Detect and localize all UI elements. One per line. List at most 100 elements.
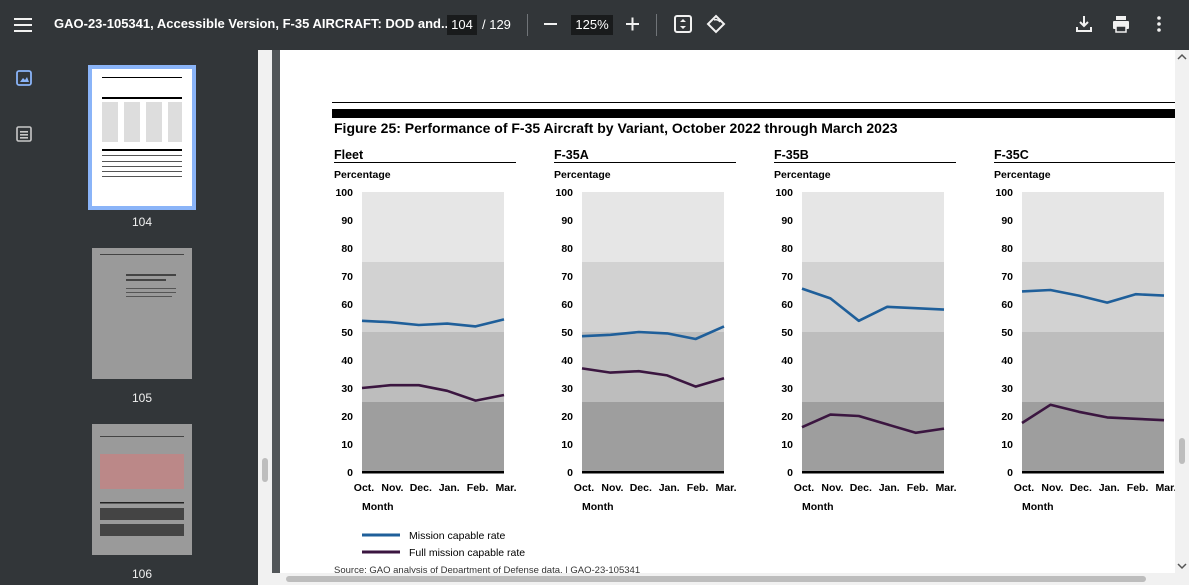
thumbnail-view-icon[interactable] — [14, 68, 34, 88]
outline-view-icon[interactable] — [14, 124, 34, 144]
x-tick-label: Dec. — [1070, 482, 1092, 494]
figure-charts: Fleet Percentage 0 10 20 30 40 50 60 70 80 90 100 Oct… — [334, 148, 1175, 559]
y-tick-label: 90 — [561, 215, 573, 227]
series-line-mission-capable — [581, 325, 725, 341]
thumbnail-label: 106 — [131, 567, 153, 581]
x-tick-label: Oct. — [1014, 482, 1035, 494]
y-tick-label: 90 — [1001, 215, 1013, 227]
zoom-level-input[interactable]: 125% — [571, 15, 613, 35]
page-thumbnail-106[interactable] — [92, 424, 192, 555]
y-tick-label: 40 — [1001, 355, 1013, 367]
y-tick-label: 10 — [781, 439, 793, 451]
rule-bar — [332, 109, 1175, 118]
download-icon[interactable] — [1073, 13, 1095, 35]
sidebar-scrollbar[interactable] — [258, 50, 272, 585]
series-line-full-mission-capable — [801, 413, 945, 435]
y-tick-label: 0 — [347, 467, 353, 479]
pdf-toolbar: GAO-23-105341, Accessible Version, F-35 … — [0, 0, 1189, 50]
x-tick-label: Mar. — [715, 482, 736, 494]
y-tick-label: 100 — [335, 187, 353, 199]
fit-to-page-icon[interactable] — [672, 13, 694, 35]
band-25-50 — [582, 332, 724, 402]
page-thumbnail-104[interactable] — [88, 65, 196, 210]
y-tick-label: 20 — [781, 411, 793, 423]
y-tick-label: 70 — [341, 271, 353, 283]
menu-icon[interactable] — [12, 14, 34, 36]
x-tick-label: Nov. — [381, 482, 403, 494]
legend-label-full: Full mission capable rate — [409, 547, 525, 559]
page-thumbnail-105[interactable] — [92, 248, 192, 379]
panel-title-rule — [554, 162, 736, 163]
y-tick-label: 80 — [1001, 243, 1013, 255]
toolbar-divider — [527, 14, 528, 36]
panel-title-rule — [774, 162, 956, 163]
panel-title: Fleet — [334, 148, 364, 162]
zoom-in-icon[interactable] — [623, 13, 643, 35]
x-tick-label: Mar. — [935, 482, 956, 494]
rule-line — [332, 102, 1175, 103]
x-axis-label: Month — [362, 501, 394, 513]
print-icon[interactable] — [1110, 13, 1132, 35]
y-tick-label: 20 — [341, 411, 353, 423]
toolbar-divider — [656, 14, 657, 36]
y-tick-label: 30 — [561, 383, 573, 395]
figure-source: Source: GAO analysis of Department of De… — [334, 565, 641, 573]
rotate-icon[interactable] — [705, 13, 727, 35]
y-tick-label: 30 — [781, 383, 793, 395]
x-tick-label: Oct. — [354, 482, 375, 494]
document-scrollbar[interactable] — [1175, 50, 1189, 573]
x-tick-label: Oct. — [574, 482, 595, 494]
page-total: / 129 — [482, 17, 511, 32]
x-tick-label: Feb. — [1127, 482, 1149, 494]
y-tick-label: 50 — [781, 327, 793, 339]
band-75-100 — [362, 192, 504, 262]
more-options-icon[interactable] — [1148, 13, 1170, 35]
x-axis-line — [582, 471, 724, 474]
x-tick-label: Mar. — [1155, 482, 1175, 494]
x-tick-label: Jan. — [659, 482, 680, 494]
y-tick-label: 60 — [781, 299, 793, 311]
y-tick-label: 90 — [341, 215, 353, 227]
series-line-mission-capable — [801, 287, 945, 323]
y-tick-label: 100 — [995, 187, 1013, 199]
band-0-25 — [802, 402, 944, 472]
y-tick-label: 80 — [341, 243, 353, 255]
thumbnail-label: 104 — [131, 215, 153, 229]
y-axis-label: Percentage — [774, 169, 831, 181]
band-0-25 — [362, 402, 504, 472]
x-tick-label: Dec. — [410, 482, 432, 494]
x-tick-label: Jan. — [879, 482, 900, 494]
panel-title: F-35A — [554, 148, 589, 162]
x-axis-label: Month — [802, 501, 834, 513]
x-tick-label: Nov. — [821, 482, 843, 494]
x-tick-label: Dec. — [850, 482, 872, 494]
scroll-down-icon[interactable] — [1175, 559, 1189, 573]
band-25-50 — [1022, 332, 1164, 402]
y-tick-label: 40 — [561, 355, 573, 367]
band-0-25 — [582, 402, 724, 472]
horizontal-scrollbar[interactable] — [272, 573, 1189, 585]
y-tick-label: 20 — [1001, 411, 1013, 423]
legend-label-mission: Mission capable rate — [409, 530, 505, 542]
x-tick-label: Oct. — [794, 482, 815, 494]
x-axis-line — [362, 471, 504, 474]
y-tick-label: 100 — [555, 187, 573, 199]
x-tick-label: Feb. — [687, 482, 709, 494]
y-tick-label: 60 — [561, 299, 573, 311]
band-50-75 — [362, 262, 504, 332]
y-tick-label: 20 — [561, 411, 573, 423]
band-75-100 — [1022, 192, 1164, 262]
panel-title-rule — [334, 162, 516, 163]
scroll-up-icon[interactable] — [1175, 50, 1189, 64]
y-tick-label: 40 — [341, 355, 353, 367]
panel-title: F-35B — [774, 148, 809, 162]
x-tick-label: Feb. — [467, 482, 489, 494]
y-tick-label: 70 — [561, 271, 573, 283]
zoom-out-icon[interactable] — [541, 13, 561, 35]
page-number-input[interactable]: 104 — [447, 15, 477, 35]
x-tick-label: Feb. — [907, 482, 929, 494]
y-tick-label: 100 — [775, 187, 793, 199]
panel-title: F-35C — [994, 148, 1029, 162]
y-axis-label: Percentage — [554, 169, 611, 181]
y-tick-label: 10 — [561, 439, 573, 451]
